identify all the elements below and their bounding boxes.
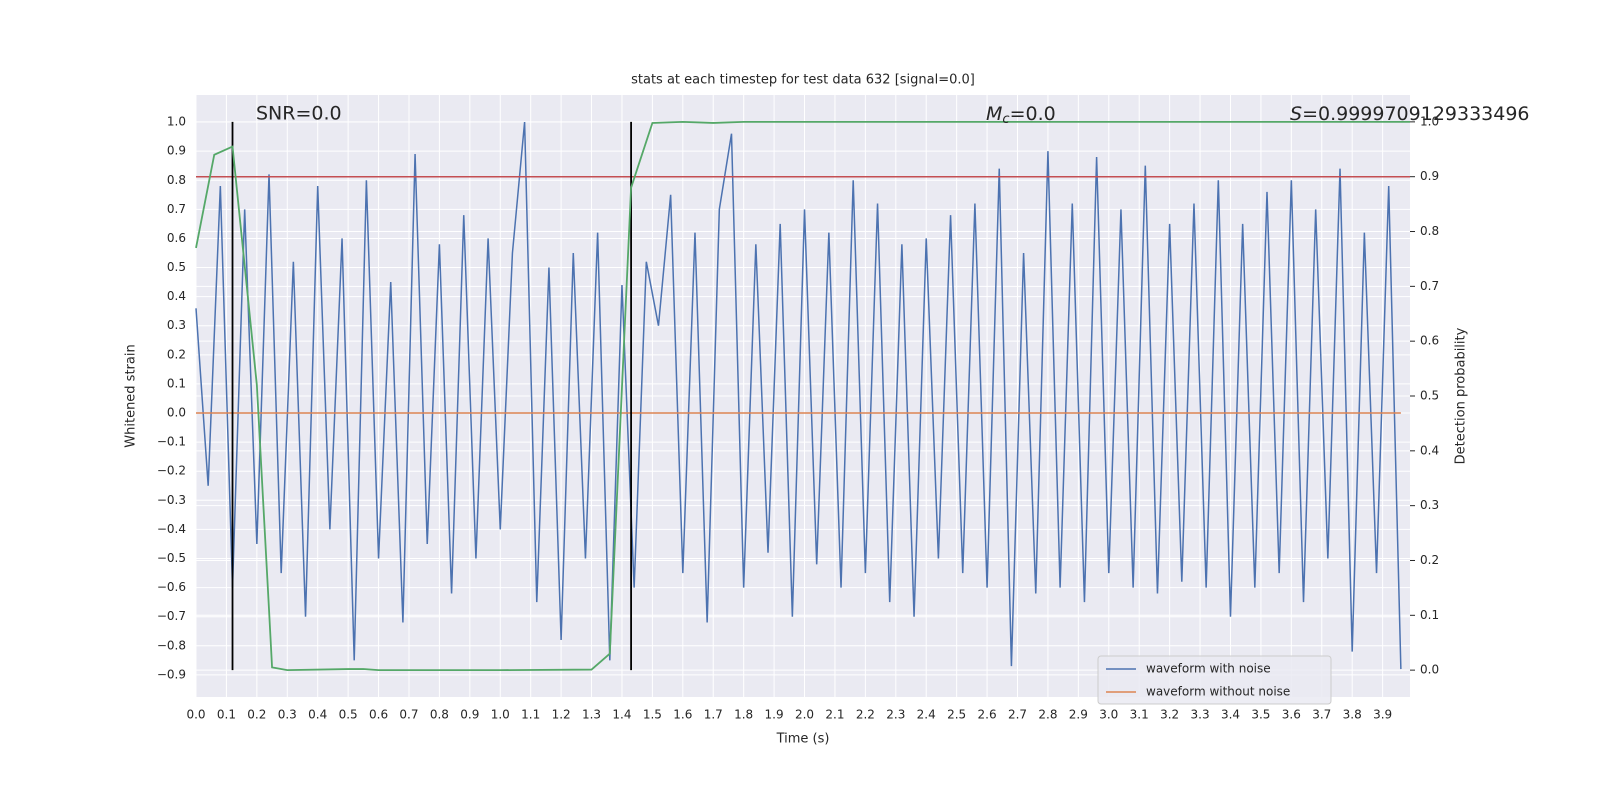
- x-tick-label: 1.1: [521, 708, 540, 722]
- y-tick-label: −0.3: [157, 493, 186, 507]
- marks: [195, 120, 1410, 672]
- x-tick-label: 3.2: [1160, 708, 1179, 722]
- x-tick-label: 1.0: [491, 708, 510, 722]
- x-tick-label: 0.5: [339, 708, 358, 722]
- mc-text: =0.0: [1010, 103, 1056, 125]
- x-tick-label: 0.3: [278, 708, 297, 722]
- x-tick-label: 3.0: [1099, 708, 1118, 722]
- y2-tick-label: 0.4: [1420, 443, 1439, 457]
- x-tick-label: 3.7: [1312, 708, 1331, 722]
- mc-symbol: M: [986, 103, 1002, 125]
- y2-tick-label: 0.0: [1420, 663, 1439, 677]
- snr-annotation: SNR=0.0: [256, 103, 342, 125]
- x-tick-label: 2.9: [1069, 708, 1088, 722]
- y-tick-label: 0.5: [167, 260, 186, 274]
- x-tick-label: 0.6: [369, 708, 388, 722]
- y2-tick-label: 0.1: [1420, 608, 1439, 622]
- y2-tick-label: 1.0: [1420, 114, 1439, 128]
- y-tick-label: −0.4: [157, 522, 186, 536]
- x-tick-label: 3.8: [1343, 708, 1362, 722]
- y-tick-label: −0.2: [157, 464, 186, 478]
- y-tick-label: 0.4: [167, 289, 186, 303]
- legend-label: waveform without noise: [1146, 685, 1290, 699]
- legend-box: [1097, 655, 1332, 705]
- x-tick-label: 1.7: [704, 708, 723, 722]
- x-tick-label: 2.0: [795, 708, 814, 722]
- y-tick-label: 0.2: [167, 347, 186, 361]
- s-text: =0.9999709129333496: [1302, 103, 1529, 125]
- x-tick-label: 1.8: [734, 708, 753, 722]
- x-tick-label: 3.9: [1373, 708, 1392, 722]
- x-tick-label: 1.2: [552, 708, 571, 722]
- y2-tick-label: 0.6: [1420, 334, 1439, 348]
- x-tick-label: 0.2: [247, 708, 266, 722]
- s-symbol: S: [1290, 103, 1302, 125]
- y2-tick-label: 0.8: [1420, 224, 1439, 238]
- y-tick-label: 0.9: [167, 144, 186, 158]
- y-axis-label: Whitened strain: [124, 344, 139, 447]
- y2-tick-label: 0.7: [1420, 279, 1439, 293]
- x-tick-label: 2.6: [978, 708, 997, 722]
- y2-tick-label: 0.9: [1420, 169, 1439, 183]
- y-tick-label: −0.1: [157, 435, 186, 449]
- probability-line: [195, 120, 1410, 672]
- x-tick-label: 1.6: [673, 708, 692, 722]
- x-tick-label: 0.8: [430, 708, 449, 722]
- x-tick-label: 0.4: [308, 708, 327, 722]
- y-tick-label: 0.7: [167, 202, 186, 216]
- y2-axis-label: Detection probability: [1454, 327, 1469, 464]
- y-tick-label: −0.8: [157, 638, 186, 652]
- x-tick-label: 3.4: [1221, 708, 1240, 722]
- y-tick-label: 1.0: [167, 115, 186, 129]
- y-tick-label: −0.7: [157, 609, 186, 623]
- x-tick-label: 0.7: [399, 708, 418, 722]
- x-tick-label: 1.9: [765, 708, 784, 722]
- mc-annotation: Mc=0.0: [986, 103, 1056, 127]
- x-tick-label: 3.1: [1130, 708, 1149, 722]
- s-annotation: S=0.9999709129333496: [1290, 103, 1530, 125]
- x-tick-label: 0.1: [217, 708, 236, 722]
- x-tick-label: 0.0: [186, 708, 205, 722]
- y-tick-label: 0.8: [167, 173, 186, 187]
- x-tick-label: 2.1: [825, 708, 844, 722]
- legend-label: waveform with noise: [1146, 662, 1271, 676]
- mc-subscript: c: [1002, 112, 1009, 127]
- y-tick-label: 0.1: [167, 376, 186, 390]
- x-tick-label: 2.7: [1008, 708, 1027, 722]
- y2-tick-label: 0.3: [1420, 498, 1439, 512]
- x-tick-label: 3.3: [1191, 708, 1210, 722]
- x-tick-label: 2.3: [886, 708, 905, 722]
- y-tick-label: −0.6: [157, 580, 186, 594]
- y-tick-label: 0.0: [167, 406, 186, 420]
- x-axis-label: Time (s): [776, 732, 830, 747]
- x-tick-label: 3.6: [1282, 708, 1301, 722]
- x-tick-label: 2.4: [917, 708, 936, 722]
- y-tick-label: −0.5: [157, 551, 186, 565]
- x-tick-label: 1.3: [582, 708, 601, 722]
- x-tick-label: 2.5: [947, 708, 966, 722]
- x-tick-label: 1.5: [643, 708, 662, 722]
- x-tick-label: 3.5: [1251, 708, 1270, 722]
- legend: waveform with noise waveform without nois…: [1097, 655, 1332, 705]
- y-tick-label: 0.3: [167, 318, 186, 332]
- y-tick-label: 0.6: [167, 231, 186, 245]
- x-tick-label: 1.4: [612, 708, 631, 722]
- x-tick-label: 0.9: [460, 708, 479, 722]
- chart-title: stats at each timestep for test data 632…: [631, 73, 975, 88]
- x-tick-label: 2.8: [1038, 708, 1057, 722]
- y2-tick-label: 0.2: [1420, 553, 1439, 567]
- y-tick-label: −0.9: [157, 667, 186, 681]
- x-tick-label: 2.2: [856, 708, 875, 722]
- y2-tick-label: 0.5: [1420, 389, 1439, 403]
